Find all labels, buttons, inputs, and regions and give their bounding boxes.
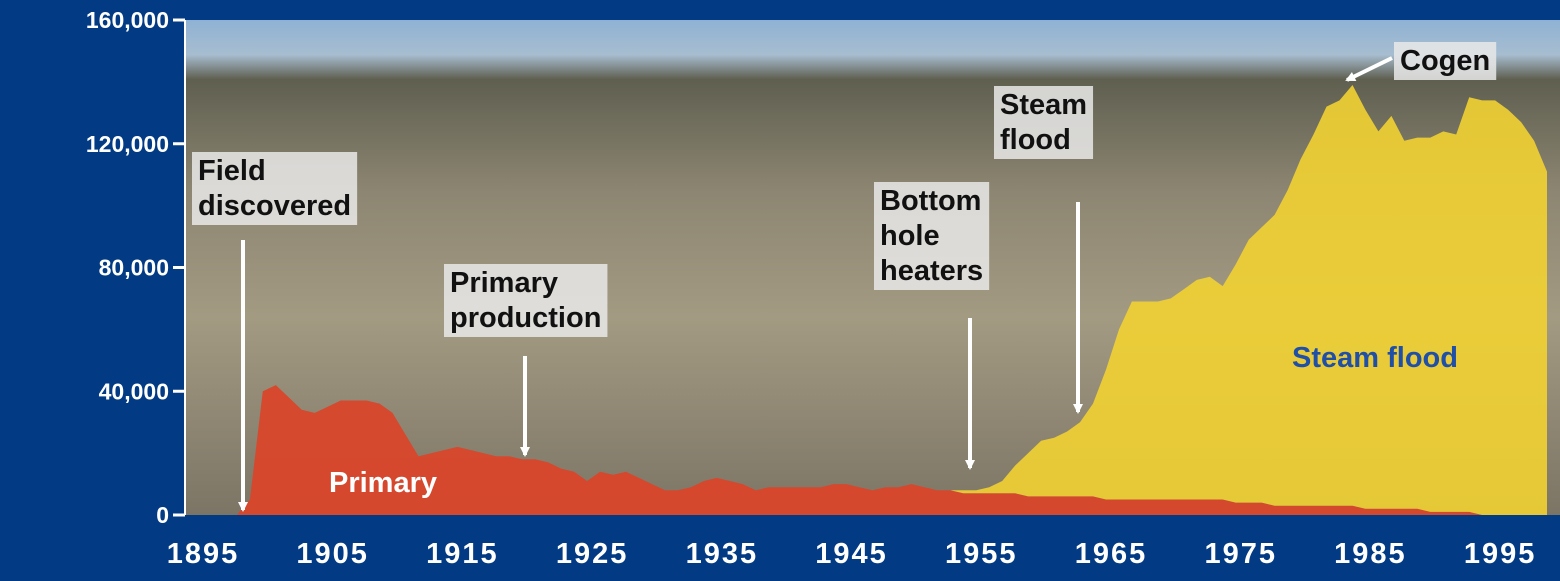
annotation-text: Cogen [1400, 45, 1490, 77]
x-tick-label: 1905 [296, 538, 369, 570]
y-tick-label: 0 [156, 502, 169, 528]
y-tick-label: 80,000 [99, 255, 169, 281]
annotation-text: hole [880, 220, 940, 252]
x-tick-label: 1985 [1334, 538, 1407, 570]
annotation-text: Field [198, 155, 266, 187]
x-tick-label: 1895 [167, 538, 240, 570]
series-label: Primary [329, 467, 437, 499]
annotation-text: heaters [880, 255, 983, 287]
x-tick-label: 1915 [426, 538, 499, 570]
y-tick-label: 160,000 [86, 7, 169, 33]
annotation-text: Primary [450, 267, 558, 299]
y-tick-label: 120,000 [86, 131, 169, 157]
x-tick-label: 1955 [945, 538, 1018, 570]
y-tick-label: 40,000 [99, 378, 169, 404]
annotation-text: Bottom [880, 185, 981, 217]
annotation-text: flood [1000, 124, 1071, 156]
annotation-text: discovered [198, 190, 351, 222]
chart: FielddiscoveredPrimaryproductionBottomho… [0, 0, 1560, 576]
x-tick-label: 1935 [686, 538, 759, 570]
x-tick-label: 1975 [1204, 538, 1277, 570]
x-tick-label: 1925 [556, 538, 629, 570]
series-label: Steam flood [1292, 342, 1458, 374]
annotation-text: Steam [1000, 89, 1087, 121]
annotation-text: production [450, 302, 601, 334]
x-tick-label: 1995 [1464, 538, 1537, 570]
x-tick-label: 1965 [1075, 538, 1148, 570]
x-tick-label: 1945 [815, 538, 888, 570]
